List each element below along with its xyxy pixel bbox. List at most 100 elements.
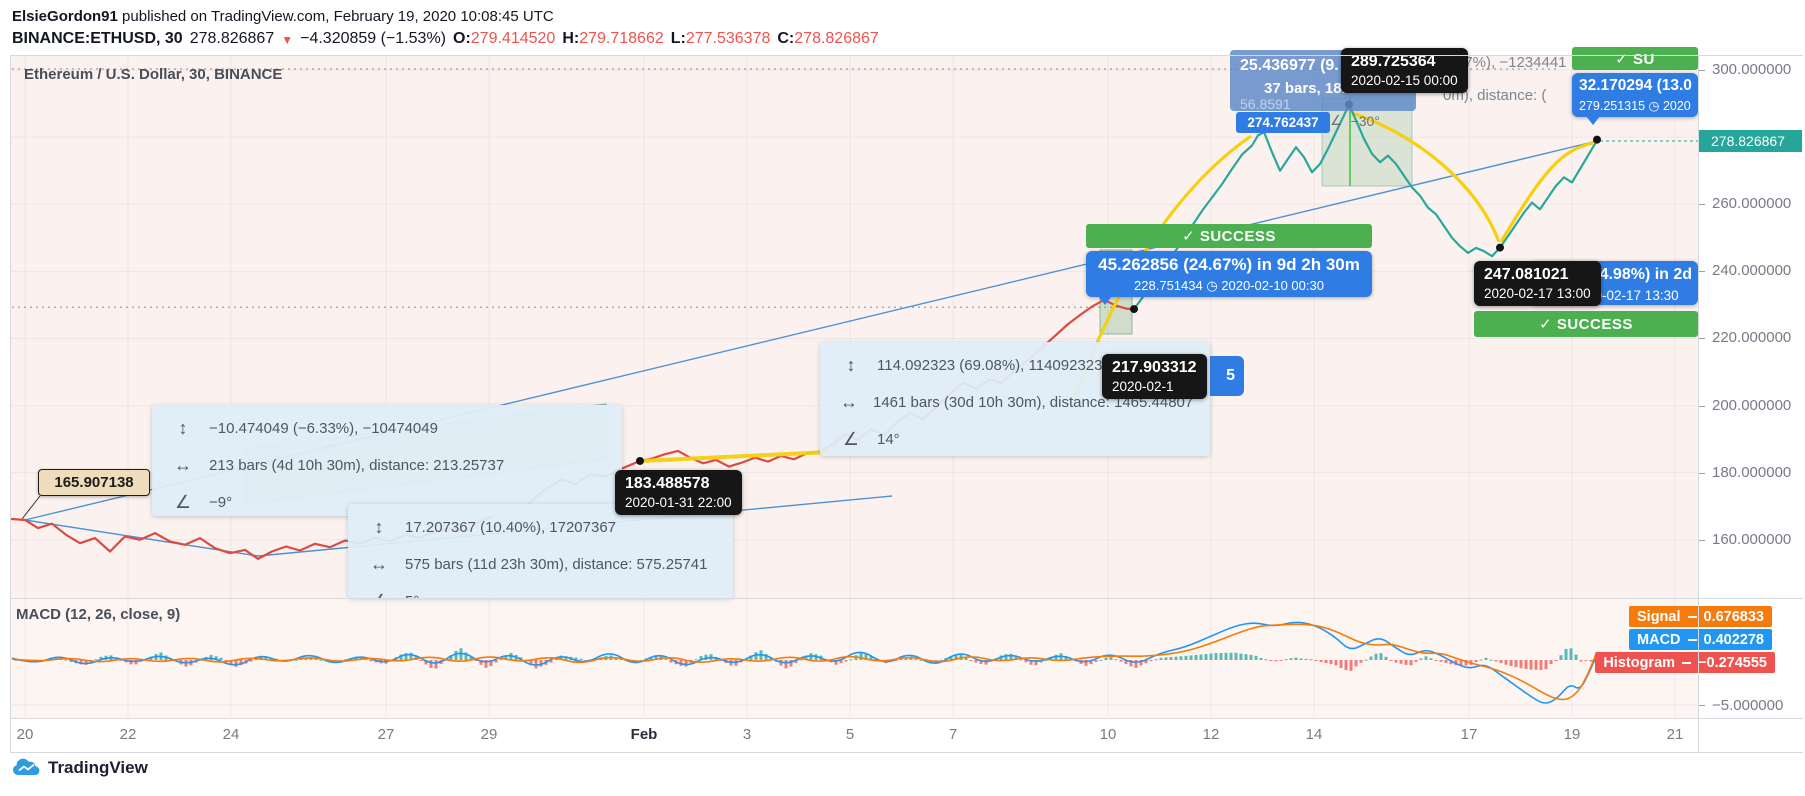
macd-histogram-bar	[99, 656, 103, 660]
macd-histogram-bar	[264, 656, 268, 660]
histogram-value: −0.274555	[1698, 654, 1767, 671]
time-axis-label: 27	[377, 726, 395, 743]
hidden-callout-fragment[interactable]: 5	[1204, 356, 1244, 396]
tooltip-time: 2020-02-1	[1112, 379, 1174, 394]
macd-histogram-bar	[974, 660, 978, 663]
macd-histogram-bar	[479, 660, 483, 665]
macd-histogram-bar	[694, 659, 698, 661]
price-axis-label: 180.000000	[1712, 463, 1792, 481]
macd-histogram-bar	[409, 652, 413, 660]
panel-separator[interactable]	[10, 598, 1803, 599]
macd-histogram-bar	[1489, 659, 1493, 661]
macd-histogram-bar	[549, 660, 553, 663]
axis-tick	[1698, 705, 1705, 706]
macd-histogram-bar	[1559, 655, 1563, 660]
time-axis-label: Feb	[630, 726, 658, 743]
axis-tick	[1698, 204, 1705, 206]
axis-tick	[1698, 271, 1705, 273]
macd-histogram-bar	[1064, 655, 1068, 660]
macd-histogram-bar	[799, 659, 803, 661]
tooltip-price: 183.488578	[625, 475, 710, 492]
macd-histogram-bar	[1129, 660, 1133, 667]
callout-line2: 279.251315 ◷ 2020	[1579, 99, 1691, 113]
success-badge-top-right[interactable]: ✓ SU	[1572, 47, 1698, 70]
axis-tick	[1698, 405, 1705, 407]
measure-row: ↔ 213 bars (4d 10h 30m), distance: 213.25…	[172, 447, 602, 484]
macd-histogram-bar	[679, 660, 683, 666]
price-label-drawing[interactable]: 165.907138	[38, 469, 150, 496]
macd-histogram-bar	[1494, 660, 1498, 662]
macd-histogram-bar	[639, 659, 643, 661]
point-tooltip-183: 183.488578 2020-01-31 22:00	[615, 470, 742, 515]
macd-histogram-bar	[899, 658, 903, 660]
macd-histogram-bar	[1554, 660, 1558, 661]
macd-histogram-bar	[134, 660, 138, 665]
macd-histogram-bar	[1299, 658, 1303, 660]
signal-value-badge: Signal 0.676833	[1629, 606, 1772, 627]
macd-histogram-bar	[1349, 660, 1353, 671]
macd-histogram-bar	[1164, 657, 1168, 660]
macd-histogram-bar	[1254, 655, 1258, 660]
macd-histogram-bar	[1119, 660, 1123, 662]
price-range-icon: ↕	[846, 355, 856, 375]
measure-text: −9°	[209, 494, 233, 511]
macd-histogram-bar	[649, 656, 653, 660]
angle-readout: ∠ −30°	[1330, 112, 1380, 129]
measure-row: ∠ 5°	[368, 583, 713, 598]
bar-count-icon: ↔	[174, 455, 192, 475]
chart-title: Ethereum / U.S. Dollar, 30, BINANCE	[24, 66, 283, 83]
symbol-info-bar: BINANCE:ETHUSD, 30 278.826867 ▼ −4.32085…	[12, 30, 879, 48]
macd-histogram-bar	[1009, 653, 1013, 660]
macd-histogram-bar	[864, 654, 868, 660]
time-axis[interactable]: 20 22 24 27 29 Feb 3 5 7 10 12 14 17 19 21	[11, 718, 1698, 752]
macd-histogram-bar	[1419, 658, 1423, 660]
macd-histogram-bar	[1354, 660, 1358, 667]
price-axis-separator	[1698, 55, 1699, 752]
price-label-drawing[interactable]: 274.762437	[1236, 112, 1330, 133]
macd-histogram-bar	[1179, 656, 1183, 660]
success-badge-mid[interactable]: ✓ SUCCESS	[1086, 224, 1372, 248]
macd-histogram-bar	[1359, 660, 1363, 663]
macd-histogram-bar	[579, 658, 583, 660]
macd-histogram-bar	[699, 656, 703, 660]
signal-line	[11, 623, 1597, 701]
macd-legend[interactable]: MACD (12, 26, close, 9)	[16, 606, 181, 623]
success-badge-right[interactable]: ✓ SUCCESS	[1474, 311, 1698, 337]
macd-histogram-bar	[199, 659, 203, 661]
tick-dash	[1687, 638, 1697, 641]
macd-histogram-bar	[1154, 659, 1158, 661]
macd-histogram-bar	[209, 654, 213, 660]
macd-histogram-bar	[1214, 653, 1218, 660]
macd-histogram-bar	[474, 660, 478, 661]
macd-histogram-bar	[469, 656, 473, 660]
macd-histogram-bar	[1369, 656, 1373, 660]
macd-histogram-bar	[79, 660, 83, 665]
time-axis-label: 29	[480, 726, 498, 743]
macd-histogram-bar	[1429, 658, 1433, 660]
measure-row: ∠ −9°	[172, 484, 602, 521]
macd-histogram-bar	[1109, 656, 1113, 660]
macd-histogram-bar	[1184, 655, 1188, 660]
macd-histogram-bar	[1374, 653, 1378, 660]
macd-histogram-bar	[1364, 659, 1368, 661]
macd-histogram-bar	[659, 654, 663, 660]
macd-histogram-bar	[614, 657, 618, 660]
tradingview-logo[interactable]: TradingView	[12, 757, 148, 779]
macd-value-badge: MACD 0.402278	[1629, 629, 1772, 650]
macd-histogram-bar	[504, 655, 508, 660]
projection-callout-32[interactable]: 32.170294 (13.0 279.251315 ◷ 2020	[1572, 73, 1698, 117]
down-arrow-icon: ▼	[281, 33, 294, 47]
macd-histogram-bar	[704, 654, 708, 660]
macd-histogram-bar	[404, 653, 408, 660]
open-value: O:279.414520	[453, 30, 556, 47]
macd-histogram-bar	[769, 657, 773, 660]
projection-callout-45[interactable]: 45.262856 (24.67%) in 9d 2h 30m 228.7514…	[1086, 251, 1372, 297]
macd-histogram-bar	[1324, 660, 1328, 664]
macd-histogram-bar	[754, 652, 758, 660]
symbol-name: BINANCE:ETHUSD, 30	[12, 30, 183, 47]
macd-histogram-bar	[1049, 657, 1053, 660]
macd-histogram-bar	[1169, 657, 1173, 660]
macd-histogram-bar	[94, 659, 98, 661]
callout-line2: 228.751434 ◷ 2020-02-10 00:30	[1134, 278, 1324, 293]
